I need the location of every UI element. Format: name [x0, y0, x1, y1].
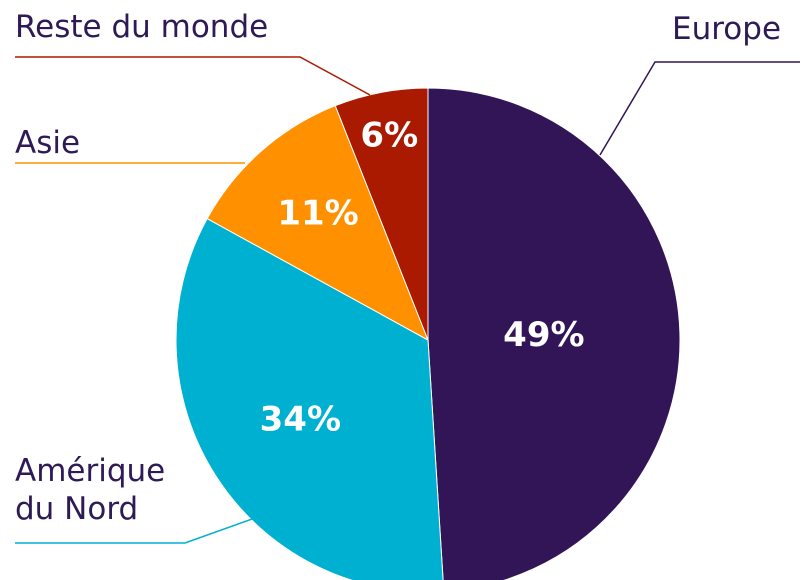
slice-label: Asie: [15, 125, 81, 161]
value-label: 6%: [360, 116, 418, 156]
pie-slice: [206, 105, 429, 342]
pie-slice: [427, 87, 681, 580]
pie-slice: [334, 87, 429, 341]
slice-label: Europe: [672, 11, 782, 47]
leader-line: [599, 61, 800, 156]
slice-label: Reste du monde: [15, 9, 269, 45]
slices: 49% 34% 11%6%: [175, 87, 681, 580]
value-label: 11%: [277, 194, 358, 234]
leader-line: [15, 56, 371, 96]
leader-line: [15, 517, 256, 544]
value-label: 49%: [503, 315, 584, 355]
value-label: 34%: [260, 400, 341, 440]
pie-slice: [175, 217, 444, 580]
slice-label: Amérique du Nord: [15, 453, 166, 527]
